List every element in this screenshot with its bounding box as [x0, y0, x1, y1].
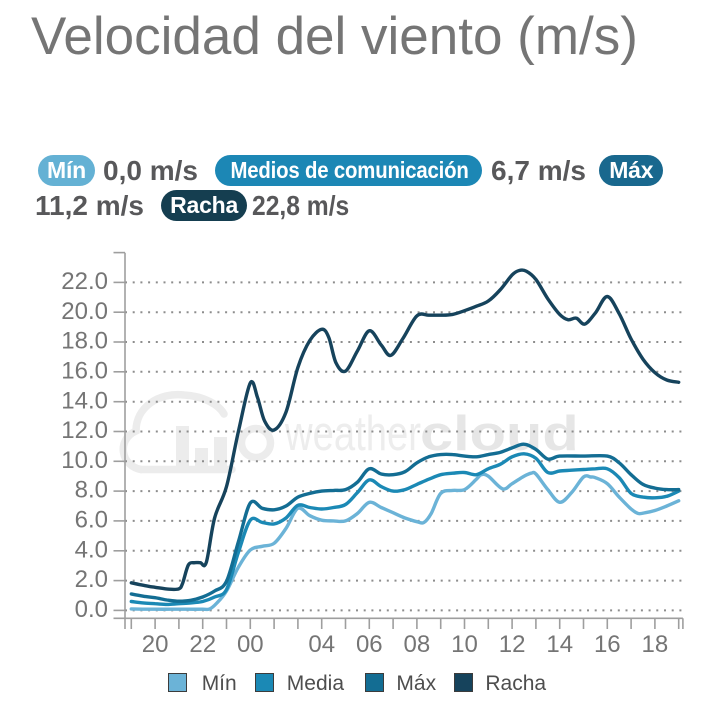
svg-text:0.0: 0.0: [75, 596, 108, 623]
svg-text:weather: weather: [284, 407, 421, 462]
svg-text:16: 16: [594, 631, 621, 658]
svg-text:22: 22: [189, 631, 216, 658]
svg-text:14: 14: [546, 631, 573, 658]
svg-text:18: 18: [642, 631, 669, 658]
svg-text:4.0: 4.0: [75, 536, 108, 563]
svg-text:10.0: 10.0: [61, 447, 108, 474]
svg-text:6.0: 6.0: [75, 507, 108, 534]
svg-text:12.0: 12.0: [61, 417, 108, 444]
svg-text:20.0: 20.0: [61, 298, 108, 325]
svg-text:06: 06: [356, 631, 383, 658]
svg-text:04: 04: [308, 631, 335, 658]
svg-text:14.0: 14.0: [61, 387, 108, 414]
svg-text:10: 10: [451, 631, 478, 658]
svg-text:00: 00: [237, 631, 264, 658]
svg-text:20: 20: [142, 631, 169, 658]
svg-text:18.0: 18.0: [61, 328, 108, 355]
svg-text:08: 08: [404, 631, 431, 658]
svg-text:22.0: 22.0: [61, 268, 108, 295]
svg-text:8.0: 8.0: [75, 477, 108, 504]
svg-text:16.0: 16.0: [61, 357, 108, 384]
svg-text:2.0: 2.0: [75, 566, 108, 593]
svg-text:12: 12: [499, 631, 526, 658]
